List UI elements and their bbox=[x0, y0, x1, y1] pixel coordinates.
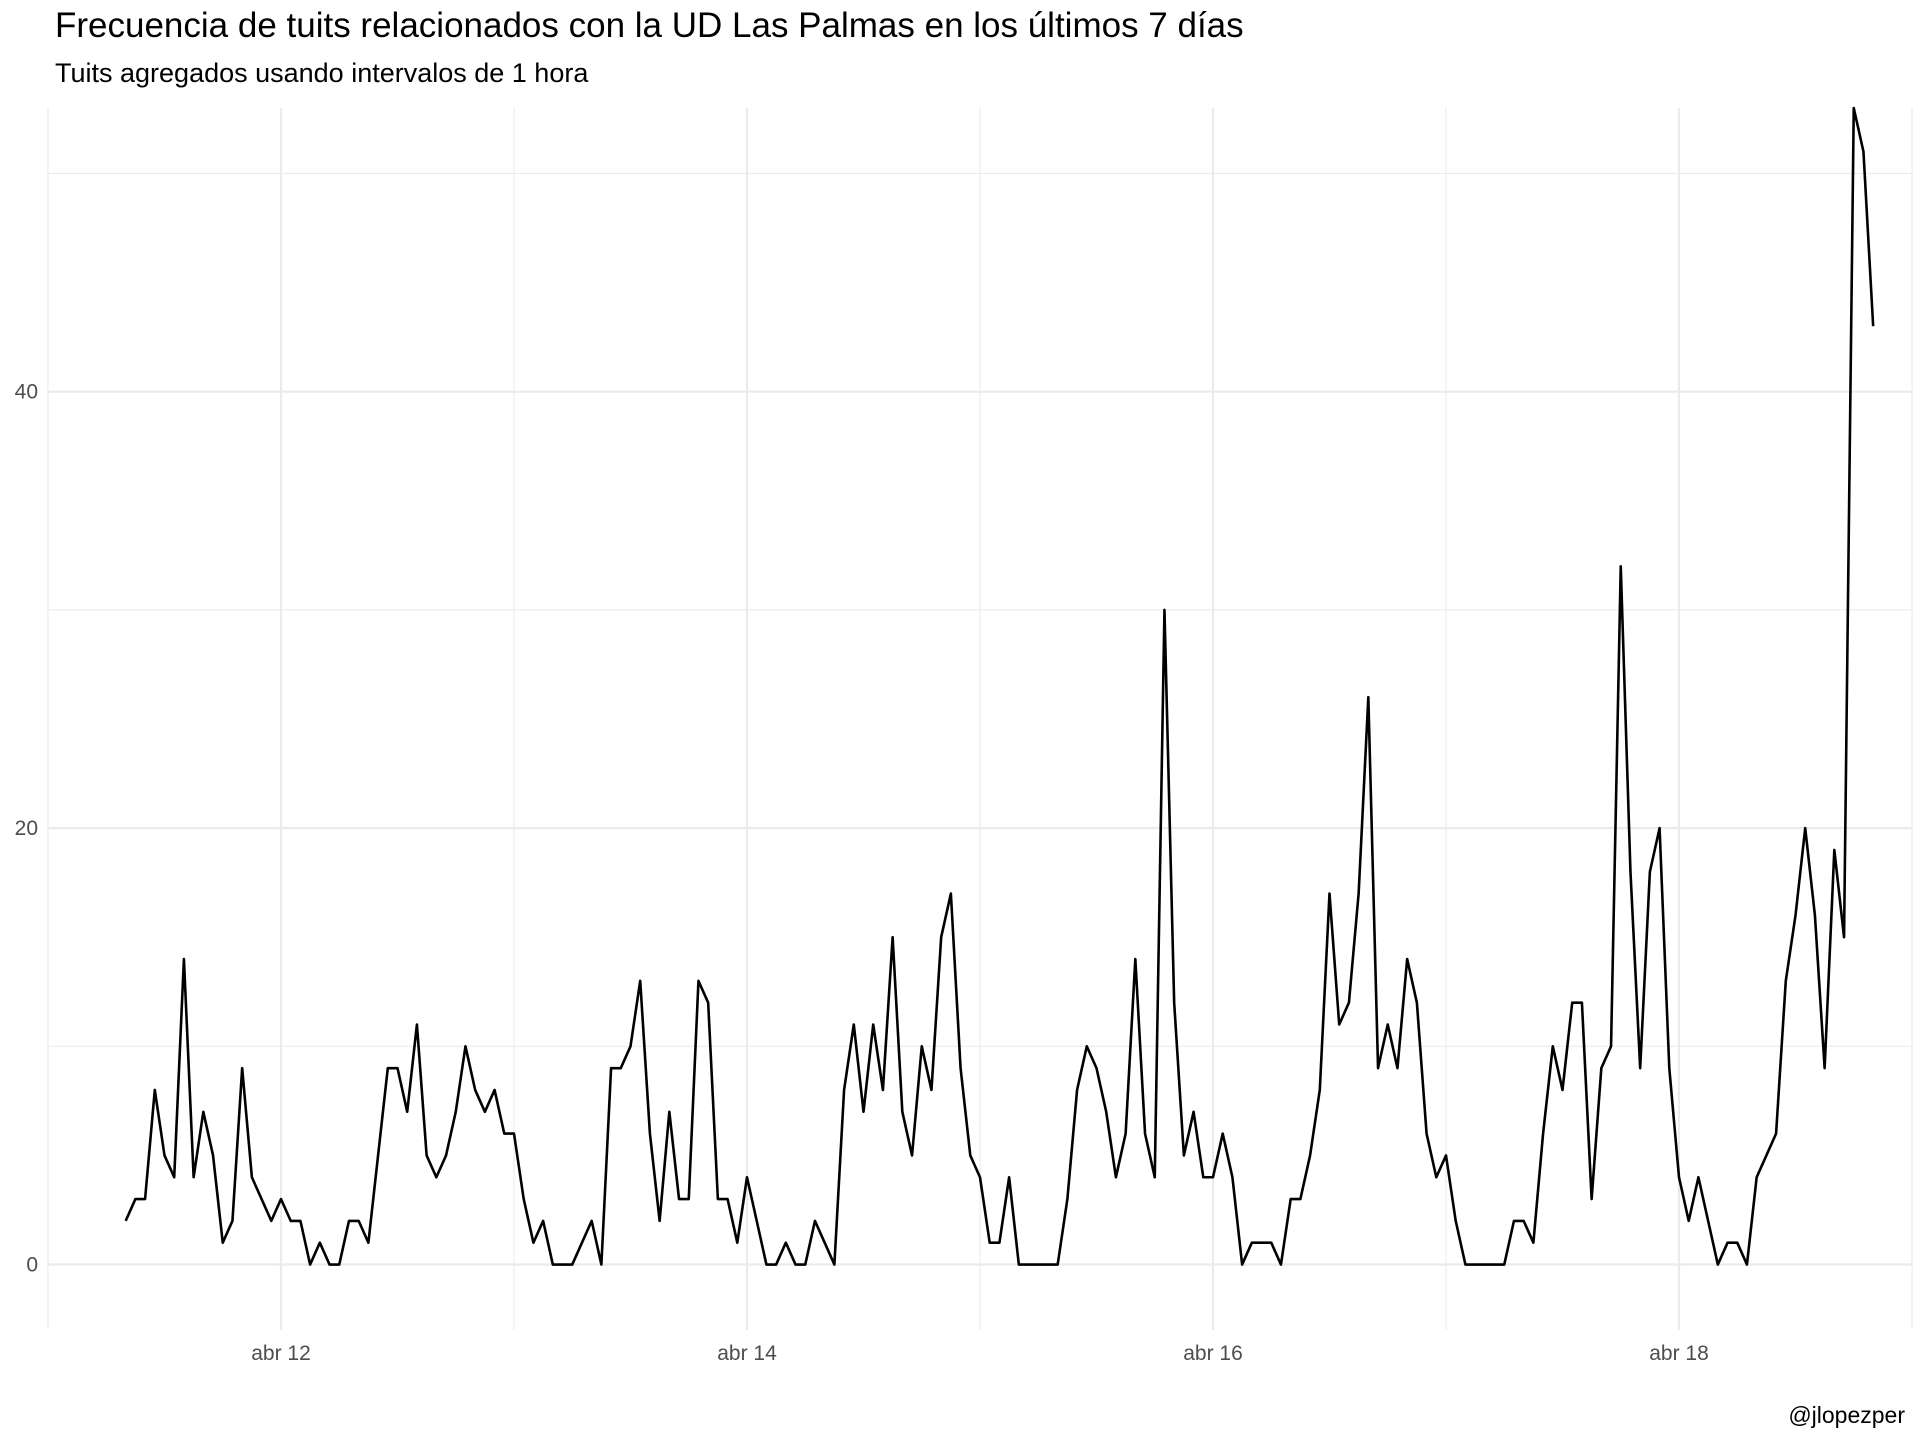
chart-subtitle: Tuits agregados usando intervalos de 1 h… bbox=[55, 58, 589, 88]
y-tick-label: 40 bbox=[15, 381, 38, 404]
chart-title: Frecuencia de tuits relacionados con la … bbox=[55, 6, 1244, 45]
major-gridlines-y bbox=[48, 390, 1912, 1266]
x-tick-label: abr 18 bbox=[1649, 1342, 1709, 1365]
x-tick-label: abr 16 bbox=[1183, 1342, 1243, 1365]
x-tick-label: abr 12 bbox=[251, 1342, 311, 1365]
minor-gridlines-y bbox=[48, 172, 1912, 1047]
y-tick-label: 20 bbox=[15, 817, 38, 840]
y-axis-tick-labels: 0 20 40 bbox=[15, 381, 38, 1277]
series-line-0 bbox=[124, 106, 1875, 1266]
minor-gridlines-x bbox=[47, 108, 1913, 1330]
chart-caption: @jlopezper bbox=[1788, 1402, 1905, 1428]
x-axis-tick-labels: abr 12 abr 14 abr 16 abr 18 bbox=[251, 1342, 1709, 1365]
y-tick-label: 0 bbox=[26, 1254, 38, 1277]
series-layer bbox=[124, 106, 1875, 1266]
x-tick-label: abr 14 bbox=[717, 1342, 777, 1365]
major-gridlines-x bbox=[279, 108, 1681, 1330]
